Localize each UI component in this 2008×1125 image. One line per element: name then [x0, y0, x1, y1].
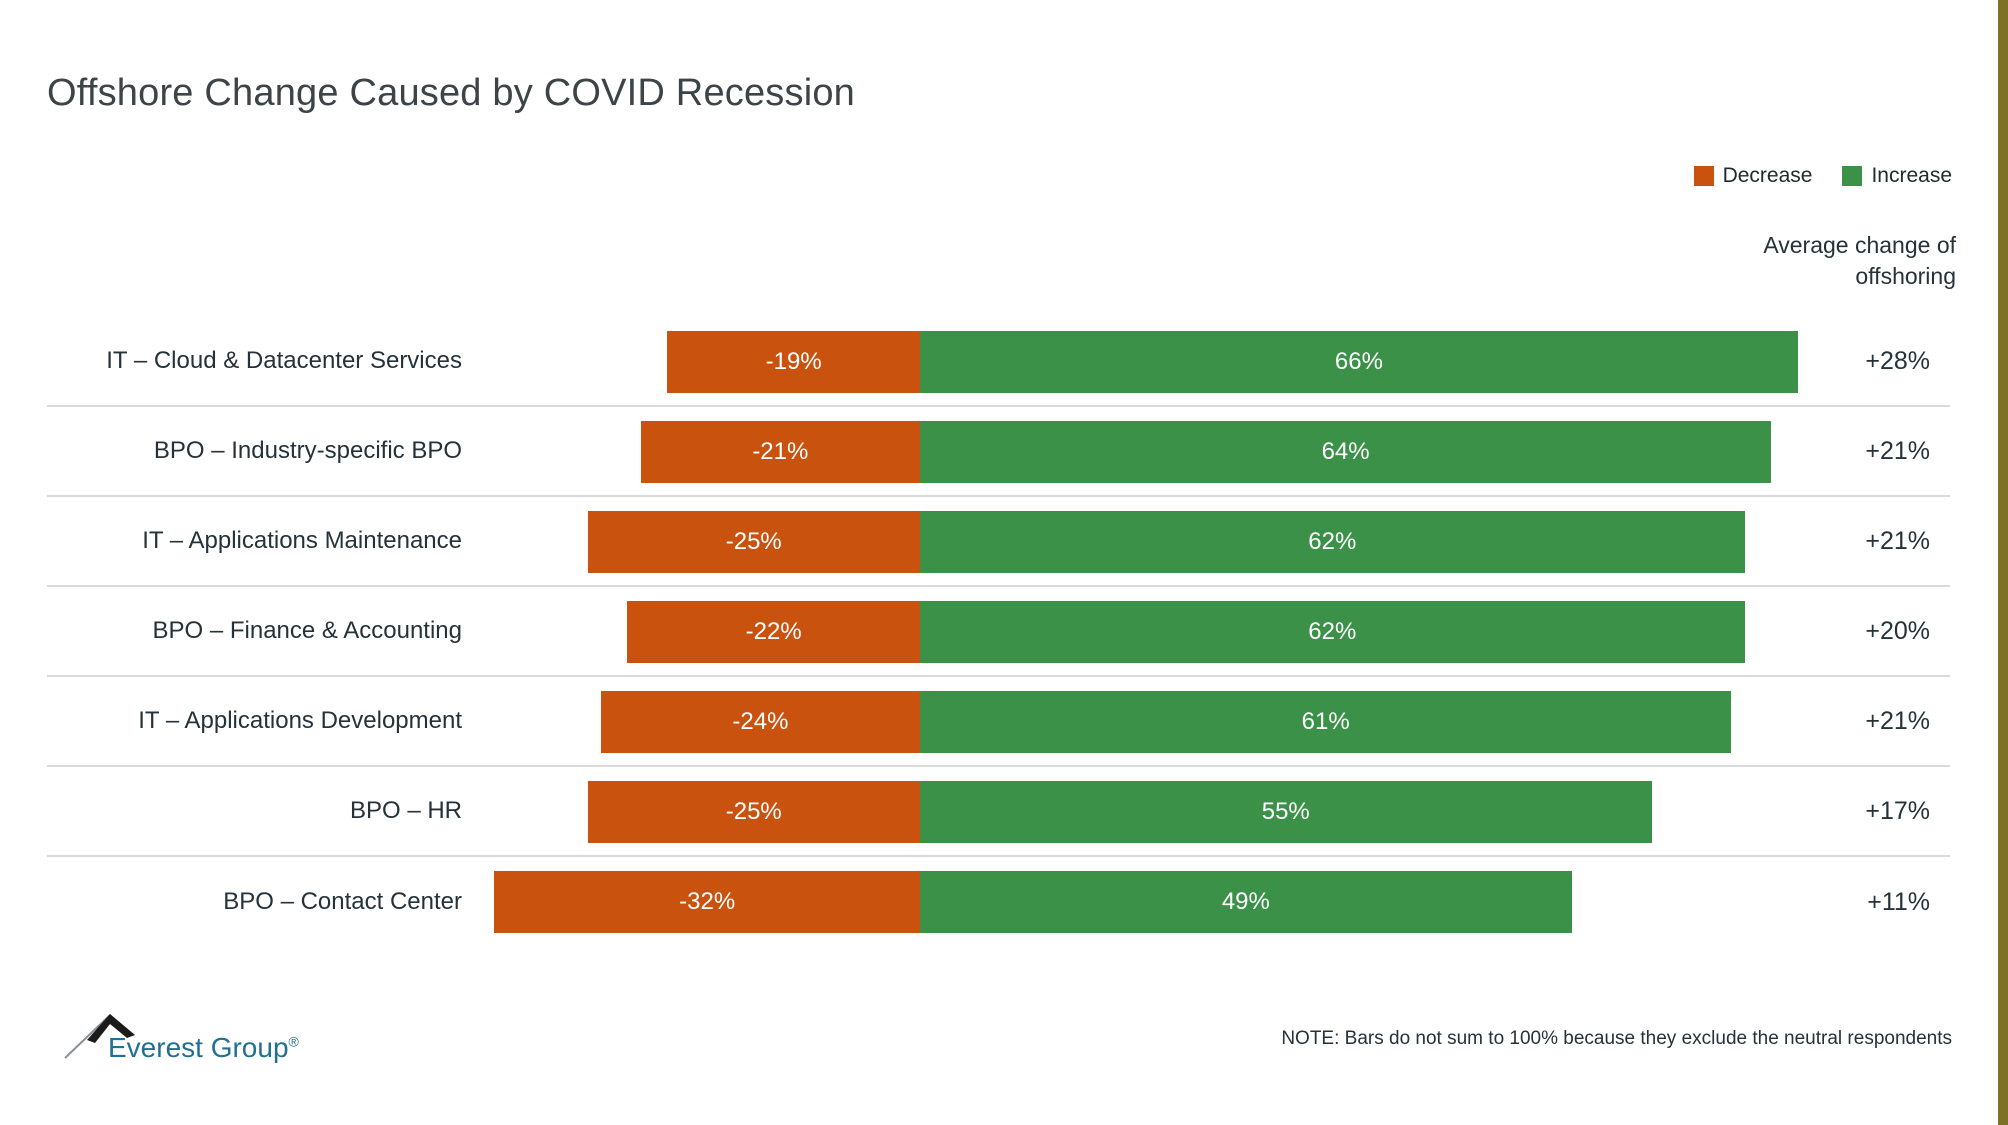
- category-label: BPO – Finance & Accounting: [152, 617, 462, 644]
- decrease-value-label: -21%: [752, 438, 809, 465]
- average-change-value: +28%: [1865, 346, 1930, 375]
- decrease-bar: -25%: [587, 781, 920, 843]
- decrease-legend-label: Decrease: [1722, 164, 1813, 187]
- average-change-header-line1: Average change of: [1763, 232, 1956, 258]
- increase-legend-swatch-icon: [1842, 166, 1863, 186]
- chart-row: BPO – Industry-specific BPO -21% 64% +21…: [47, 407, 1950, 497]
- increase-bar: 55%: [920, 781, 1652, 843]
- mountain-icon: [64, 1014, 135, 1059]
- page-title: Offshore Change Caused by COVID Recessio…: [47, 72, 856, 114]
- category-label: IT – Applications Maintenance: [142, 527, 462, 554]
- decrease-bar: -22%: [627, 601, 920, 663]
- increase-value-label: 64%: [1321, 438, 1370, 465]
- decrease-value-label: -22%: [745, 618, 802, 645]
- increase-bar: 61%: [920, 691, 1732, 753]
- category-label: IT – Applications Development: [138, 707, 462, 734]
- logo-wordmark: Everest Group: [108, 1032, 289, 1063]
- category-label: BPO – HR: [349, 797, 462, 824]
- decrease-bar: -21%: [640, 421, 920, 483]
- decrease-value-label: -25%: [725, 798, 782, 825]
- decrease-legend-swatch-icon: [1693, 166, 1714, 186]
- average-change-value: +11%: [1867, 887, 1930, 916]
- decrease-value-label: -19%: [765, 348, 822, 375]
- category-label: BPO – Contact Center: [223, 888, 462, 915]
- chart-row: IT – Cloud & Datacenter Services -19% 66…: [47, 317, 1950, 407]
- increase-bar: 62%: [920, 511, 1745, 573]
- chart-row: IT – Applications Development -24% 61% +…: [47, 677, 1950, 767]
- decrease-value-label: -32%: [679, 888, 736, 915]
- increase-bar: 49%: [920, 871, 1572, 933]
- increase-bar: 62%: [920, 601, 1745, 663]
- decrease-value-label: -25%: [725, 528, 782, 555]
- chart-row: BPO – HR -25% 55% +17%: [47, 767, 1950, 857]
- decrease-bar: -24%: [600, 691, 920, 753]
- increase-value-label: 66%: [1334, 348, 1383, 375]
- increase-value-label: 49%: [1221, 888, 1270, 915]
- increase-value-label: 55%: [1261, 798, 1310, 825]
- category-label: BPO – Industry-specific BPO: [153, 437, 462, 464]
- chart-row: BPO – Finance & Accounting -22% 62% +20%: [47, 587, 1950, 677]
- average-change-column-header: Average change of offshoring: [1763, 230, 1956, 292]
- increase-value-label: 62%: [1308, 618, 1357, 645]
- average-change-value: +20%: [1865, 616, 1930, 645]
- average-change-value: +21%: [1865, 526, 1930, 555]
- decrease-bar: -19%: [667, 331, 920, 393]
- footnote: NOTE: Bars do not sum to 100% because th…: [1281, 1028, 1952, 1049]
- increase-value-label: 61%: [1301, 708, 1350, 735]
- increase-bar: 66%: [920, 331, 1798, 393]
- decrease-bar: -32%: [494, 871, 920, 933]
- average-change-header-line2: offshoring: [1855, 263, 1956, 289]
- chart-row: IT – Applications Maintenance -25% 62% +…: [47, 497, 1950, 587]
- increase-bar: 64%: [920, 421, 1772, 483]
- increase-value-label: 62%: [1308, 528, 1357, 555]
- everest-group-logo: Everest Group®: [63, 1000, 299, 1072]
- decrease-bar: -25%: [587, 511, 920, 573]
- decrease-value-label: -24%: [732, 708, 789, 735]
- registered-mark: ®: [288, 1033, 299, 1050]
- chart-row: BPO – Contact Center -32% 49% +11%: [47, 857, 1950, 947]
- right-edge-stripe: [1998, 0, 2008, 1125]
- average-change-value: +21%: [1865, 706, 1930, 735]
- average-change-value: +17%: [1865, 796, 1930, 825]
- chart-legend: Decrease Increase: [1693, 164, 1952, 188]
- chart-rows: IT – Cloud & Datacenter Services -19% 66…: [47, 317, 1950, 947]
- average-change-value: +21%: [1865, 436, 1930, 465]
- category-label: IT – Cloud & Datacenter Services: [106, 347, 462, 374]
- increase-legend-label: Increase: [1871, 164, 1952, 187]
- logo-text: Everest Group®: [108, 1032, 299, 1064]
